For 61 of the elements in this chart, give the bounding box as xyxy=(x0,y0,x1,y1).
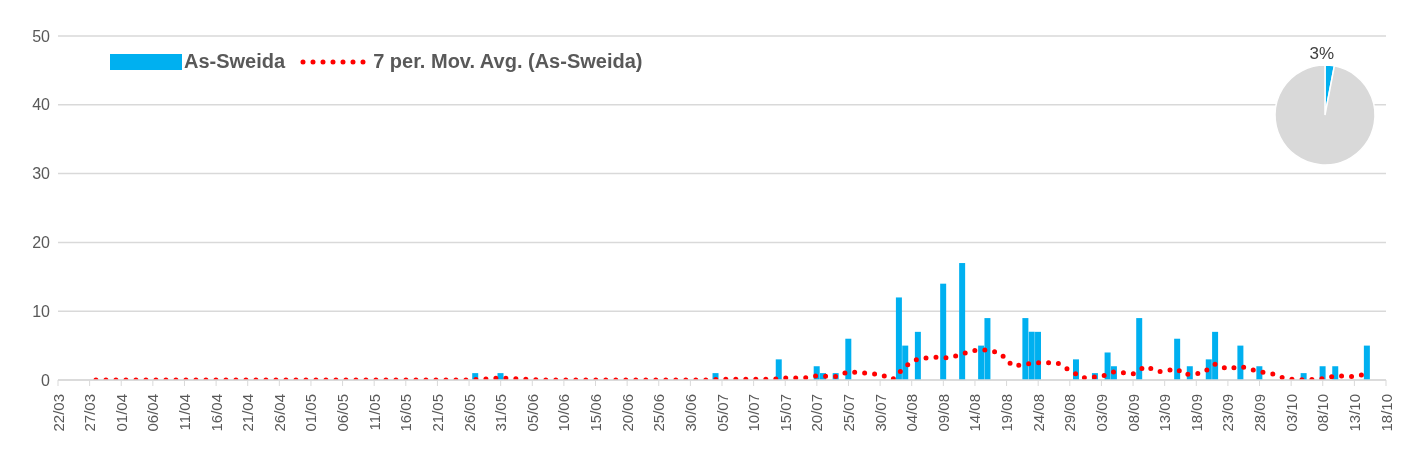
x-tick-label: 26/04 xyxy=(270,394,288,432)
x-tick-label: 26/05 xyxy=(460,394,478,432)
x-tick-label: 10/06 xyxy=(555,394,573,432)
x-tick-label: 21/05 xyxy=(428,394,446,432)
bar xyxy=(1174,338,1181,380)
x-tick-label: 13/09 xyxy=(1156,394,1174,432)
x-tick-label: 13/10 xyxy=(1345,394,1363,432)
x-tick-label: 30/07 xyxy=(871,394,889,432)
legend-label: As-Sweida xyxy=(184,50,286,73)
x-tick-label: 03/09 xyxy=(1092,394,1110,432)
bar xyxy=(914,331,921,380)
x-tick-label: 18/09 xyxy=(1187,394,1205,432)
x-tick-label: 09/08 xyxy=(934,394,952,432)
x-tick-label: 29/08 xyxy=(1061,394,1079,432)
x-tick-label: 01/04 xyxy=(112,394,130,432)
x-tick-label: 03/10 xyxy=(1282,394,1300,432)
x-tick-label: 28/09 xyxy=(1251,394,1269,432)
x-tick-label: 15/06 xyxy=(587,394,605,432)
legend-label: 7 per. Mov. Avg. (As-Sweida) xyxy=(373,50,643,73)
x-tick-label: 11/04 xyxy=(175,394,193,431)
x-tick-label: 05/06 xyxy=(523,394,541,432)
y-tick-label: 10 xyxy=(32,302,51,320)
x-tick-label: 06/05 xyxy=(334,394,352,432)
y-tick-label: 40 xyxy=(32,96,51,114)
bar xyxy=(845,338,852,380)
y-tick-label: 20 xyxy=(32,234,51,252)
x-tick-label: 24/08 xyxy=(1029,394,1047,432)
x-tick-label: 22/03 xyxy=(49,394,67,432)
y-tick-label: 50 xyxy=(32,27,51,45)
x-tick-label: 20/07 xyxy=(808,394,826,432)
x-tick-label: 23/09 xyxy=(1219,394,1237,432)
x-tick-label: 14/08 xyxy=(966,394,984,432)
x-tick-label: 05/07 xyxy=(713,394,731,432)
x-tick-label: 15/07 xyxy=(776,394,794,432)
bar xyxy=(1363,345,1370,380)
x-tick-label: 11/05 xyxy=(365,394,383,431)
x-tick-label: 30/06 xyxy=(681,394,699,432)
x-tick-label: 16/05 xyxy=(397,394,415,432)
x-tick-label: 18/10 xyxy=(1377,394,1395,432)
x-tick-label: 06/04 xyxy=(144,394,162,432)
x-tick-label: 25/07 xyxy=(839,394,857,432)
x-tick-label: 20/06 xyxy=(618,394,636,432)
bar xyxy=(775,359,782,380)
x-tick-label: 25/06 xyxy=(650,394,668,432)
x-tick-label: 21/04 xyxy=(239,394,257,432)
data-label: 3% xyxy=(1309,44,1335,64)
x-tick-label: 08/09 xyxy=(1124,394,1142,432)
bar xyxy=(940,283,947,380)
bar xyxy=(1136,318,1143,380)
x-tick-label: 27/03 xyxy=(81,394,99,432)
bar xyxy=(959,263,966,380)
x-tick-label: 04/08 xyxy=(903,394,921,432)
x-tick-label: 08/10 xyxy=(1314,394,1332,432)
bar xyxy=(1237,345,1244,380)
x-tick-label: 01/05 xyxy=(302,394,320,432)
x-tick-label: 31/05 xyxy=(492,394,510,432)
x-tick-label: 16/04 xyxy=(207,394,225,432)
x-tick-label: 10/07 xyxy=(745,394,763,432)
y-tick-label: 30 xyxy=(32,165,51,183)
y-tick-label: 0 xyxy=(41,371,51,389)
x-tick-label: 19/08 xyxy=(998,394,1016,432)
